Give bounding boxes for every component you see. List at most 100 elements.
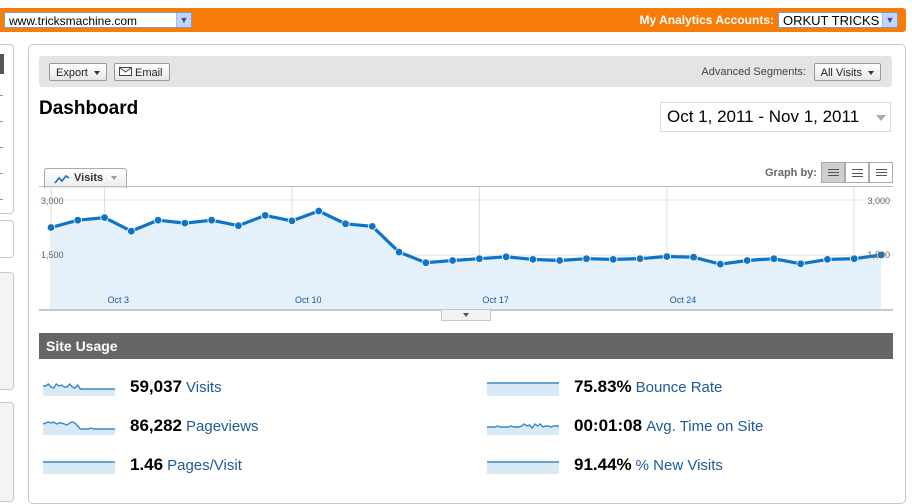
month-icon <box>876 169 887 170</box>
account-select[interactable]: ORKUT TRICKS ▼ <box>778 12 898 28</box>
data-point <box>796 259 805 268</box>
metric-link[interactable]: Bounce Rate <box>635 379 723 396</box>
metric-link[interactable]: Pages/Visit <box>167 457 242 474</box>
data-point <box>716 259 725 269</box>
metric-value: 1.46 <box>130 455 164 474</box>
visits-chart-svg: 1,500 1,500 3,000 3,000 Oct 3 Oct 10 Oct 17 Oct… <box>39 187 893 310</box>
toolbar: Export Email Advanced Segments: All Visi… <box>39 56 892 87</box>
site-usage-header: Site Usage <box>39 333 893 359</box>
metric-text: 75.83% Bounce Rate <box>574 376 722 399</box>
email-label: Email <box>135 67 163 79</box>
sparkline-area <box>487 424 559 435</box>
metric-value: 00:01:08 <box>574 416 643 435</box>
data-point <box>609 255 618 264</box>
segments-value: All Visits <box>820 67 862 79</box>
metric-link[interactable]: % New Visits <box>635 457 723 474</box>
data-point <box>662 252 672 261</box>
divider <box>0 199 3 200</box>
chevron-down-icon <box>463 313 469 317</box>
segments-select[interactable]: All Visits <box>813 63 881 81</box>
data-point <box>528 255 538 264</box>
sparkline-area <box>43 462 115 474</box>
sparkline <box>43 461 115 474</box>
day-icon-line <box>828 172 839 173</box>
export-button[interactable]: Export <box>49 63 107 81</box>
sidebar-handle[interactable] <box>0 54 4 74</box>
date-range-picker[interactable]: Oct 1, 2011 - Nov 1, 2011 <box>660 102 891 132</box>
sparkline <box>43 382 115 396</box>
visits-chart: 1,500 1,500 3,000 3,000 Oct 3 Oct 10 Oct 17 Oct… <box>39 186 893 312</box>
page-title: Dashboard <box>39 98 139 119</box>
divider <box>0 121 3 122</box>
sparkline <box>487 461 559 474</box>
data-point <box>207 215 216 225</box>
sidebar-panel <box>0 220 14 258</box>
metric-value: 59,037 <box>130 377 182 396</box>
chevron-down-icon[interactable]: ▼ <box>176 13 191 27</box>
data-point <box>234 221 243 230</box>
metric-text: 1.46 Pages/Visit <box>130 454 242 477</box>
data-point <box>582 254 591 263</box>
top-bar: www.tricksmachine.com ▼ My Analytics Acc… <box>0 0 912 38</box>
envelope-icon <box>119 64 132 82</box>
metric-text: 59,037 Visits <box>130 376 222 399</box>
expand-chart-button[interactable] <box>441 310 491 321</box>
day-icon <box>828 169 839 170</box>
accounts-label: My Analytics Accounts: <box>639 13 774 27</box>
site-select-value: www.tricksmachine.com <box>9 14 138 28</box>
sparkline-area <box>487 462 559 474</box>
graph-by-day-button[interactable] <box>821 162 845 183</box>
data-point <box>876 250 886 260</box>
graph-by-month-button[interactable] <box>869 162 893 183</box>
email-button[interactable]: Email <box>114 63 170 81</box>
x-tick-label: Oct 24 <box>670 295 697 305</box>
divider <box>0 173 3 174</box>
chevron-down-icon <box>868 71 874 76</box>
x-tick-label: Oct 3 <box>108 295 130 305</box>
sparkline-line <box>487 423 559 430</box>
data-point <box>421 258 431 267</box>
sidebar-panel <box>0 272 14 390</box>
data-point <box>46 223 56 232</box>
week-icon-line <box>852 173 863 174</box>
graph-by-week-button[interactable] <box>845 162 869 183</box>
data-point <box>180 218 190 228</box>
data-point <box>742 256 752 265</box>
sparkline-line <box>43 382 115 390</box>
site-select[interactable]: www.tricksmachine.com ▼ <box>4 12 192 28</box>
segments-label: Advanced Segments: <box>701 66 806 78</box>
data-point <box>823 255 832 264</box>
data-point <box>127 226 136 236</box>
data-point <box>635 254 645 263</box>
day-icon-line <box>828 175 839 176</box>
data-point <box>153 215 163 225</box>
data-point <box>100 213 109 222</box>
divider <box>0 147 3 148</box>
data-point <box>501 252 511 262</box>
data-point <box>394 247 404 257</box>
sparkline <box>487 423 559 435</box>
data-point <box>260 211 270 220</box>
y-tick-label-left: 3,000 <box>41 196 64 206</box>
data-point <box>368 222 377 231</box>
sparkline-line <box>43 421 115 430</box>
metric-tab-visits[interactable]: Visits <box>44 168 127 188</box>
y-tick-label-right: 1,500 <box>867 250 890 260</box>
data-point <box>314 206 323 216</box>
metric-link[interactable]: Avg. Time on Site <box>646 418 764 435</box>
chevron-down-icon[interactable] <box>876 115 886 121</box>
chevron-down-icon[interactable] <box>111 176 118 181</box>
metric-value: 91.44% <box>574 455 632 474</box>
data-point <box>287 216 297 226</box>
trend-icon <box>54 173 70 192</box>
metric-text: 00:01:08 Avg. Time on Site <box>574 415 763 438</box>
series-line-visits <box>50 209 882 266</box>
metric-value: 75.83% <box>574 377 632 396</box>
metric-link[interactable]: Pageviews <box>186 418 259 435</box>
chevron-down-icon[interactable]: ▼ <box>882 13 897 27</box>
metric-link[interactable]: Visits <box>186 379 222 396</box>
data-point <box>689 252 698 262</box>
x-tick-label: Oct 10 <box>295 295 322 305</box>
sparkline-area <box>43 384 115 396</box>
divider <box>0 95 3 96</box>
